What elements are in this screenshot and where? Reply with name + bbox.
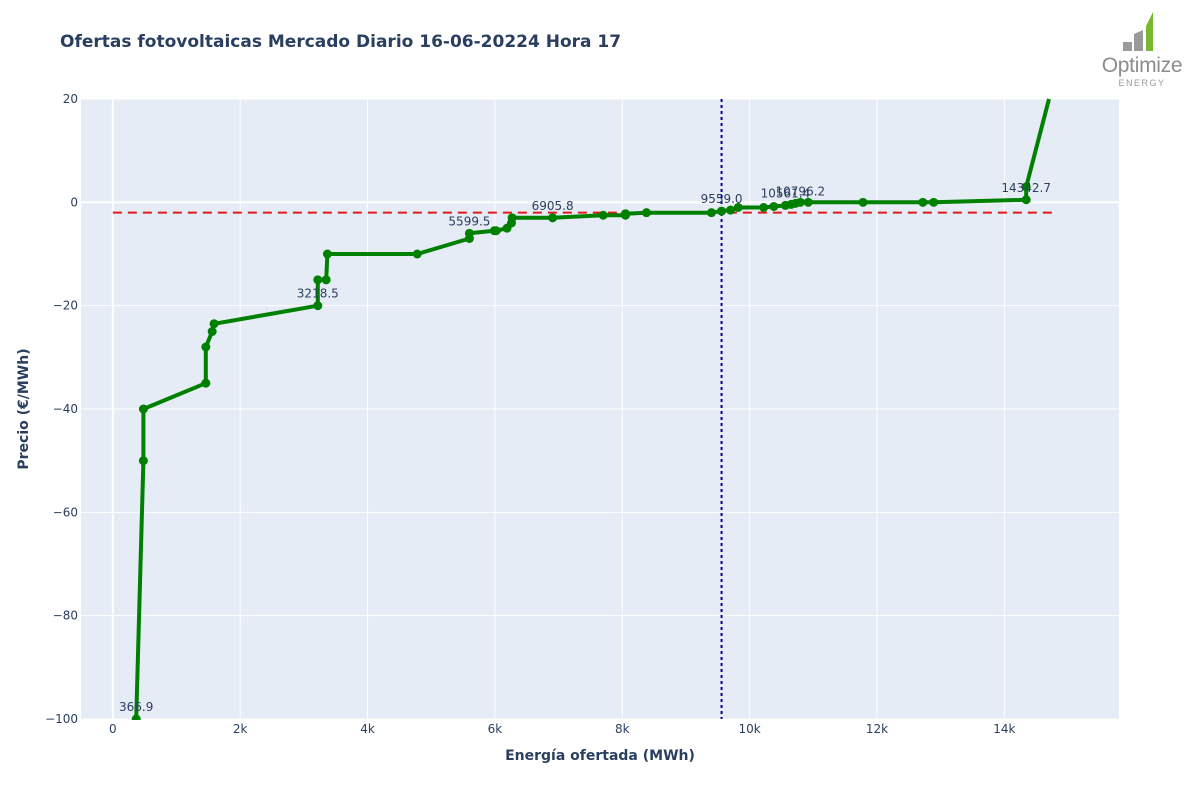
y-tick-label: −60 [53, 505, 78, 519]
offer-point [313, 301, 323, 311]
offer-point [726, 205, 736, 215]
offer-point [321, 275, 331, 285]
x-tick-label: 12k [866, 722, 888, 736]
y-tick-label: 20 [63, 92, 78, 106]
offer-point [759, 203, 769, 212]
offer-point [548, 213, 558, 223]
data-label: 6905.8 [532, 199, 574, 213]
axis-ticks: 0 2k 4k 6k 8k 10k 12k 14k −100 −80 −60 −40 −20 0 20 [45, 92, 1016, 736]
data-label: 3218.5 [297, 287, 339, 301]
reference-lines [112, 99, 1056, 719]
offer-point [313, 275, 323, 285]
y-axis-title: Precio (€/MWh) [16, 348, 32, 469]
logo-subtitle: ENERGY [1118, 78, 1166, 88]
offer-point [1021, 182, 1031, 192]
optimize-energy-logo: Optimize ENERGY [1092, 10, 1192, 90]
y-tick-label: −80 [53, 609, 78, 623]
data-label: 366.9 [119, 700, 153, 714]
offer-point [131, 714, 141, 720]
y-tick-label: 0 [70, 195, 78, 209]
offer-point [138, 404, 148, 414]
offer-point [733, 203, 743, 212]
chart-title: Ofertas fotovoltaicas Mercado Diario 16-… [60, 32, 622, 52]
x-tick-label: 6k [488, 722, 503, 736]
gridlines [81, 98, 1119, 720]
offer-point [929, 197, 939, 207]
series-layer [131, 98, 1051, 720]
bars-logo-icon [1123, 12, 1153, 51]
x-tick-label: 14k [993, 722, 1015, 736]
offer-point [507, 213, 517, 223]
offer-point [706, 208, 716, 218]
logo-wordmark: Optimize [1101, 54, 1183, 77]
offer-point [598, 210, 608, 220]
offer-point [918, 197, 928, 207]
x-tick-label: 10k [739, 722, 761, 736]
y-tick-label: −100 [45, 712, 78, 726]
data-labels: 366.9 3218.5 5599.5 6905.8 9559.0 10561.41079… [119, 181, 1051, 714]
offer-point [322, 249, 332, 259]
offer-point [201, 342, 211, 352]
x-axis-title: Energía ofertada (MWh) [505, 748, 695, 764]
data-label: 10561.4 [761, 186, 811, 200]
offer-point [641, 208, 651, 218]
offer-point [858, 197, 868, 207]
data-label: 9559.0 [701, 192, 743, 206]
offer-point [491, 226, 501, 236]
offer-point [803, 197, 813, 207]
offer-point [209, 319, 219, 329]
data-label: 5599.5 [448, 214, 490, 228]
offer-point [620, 209, 630, 219]
data-label: 10796.2 [776, 184, 826, 198]
offer-point [207, 327, 217, 336]
x-tick-label: 8k [615, 722, 630, 736]
offer-point [717, 206, 727, 216]
x-tick-label: 2k [233, 722, 248, 736]
offer-point [138, 456, 148, 466]
offer-point [201, 378, 211, 388]
x-tick-label: 0 [109, 722, 117, 736]
offer-point [769, 201, 779, 211]
y-tick-label: −20 [53, 299, 78, 313]
offer-point [412, 249, 422, 259]
x-tick-label: 4k [360, 722, 375, 736]
offer-point [795, 197, 805, 207]
y-tick-label: −40 [53, 402, 78, 416]
offer-point [1021, 195, 1031, 205]
data-label: 14342.7 [1001, 181, 1051, 195]
offer-point [464, 228, 474, 238]
